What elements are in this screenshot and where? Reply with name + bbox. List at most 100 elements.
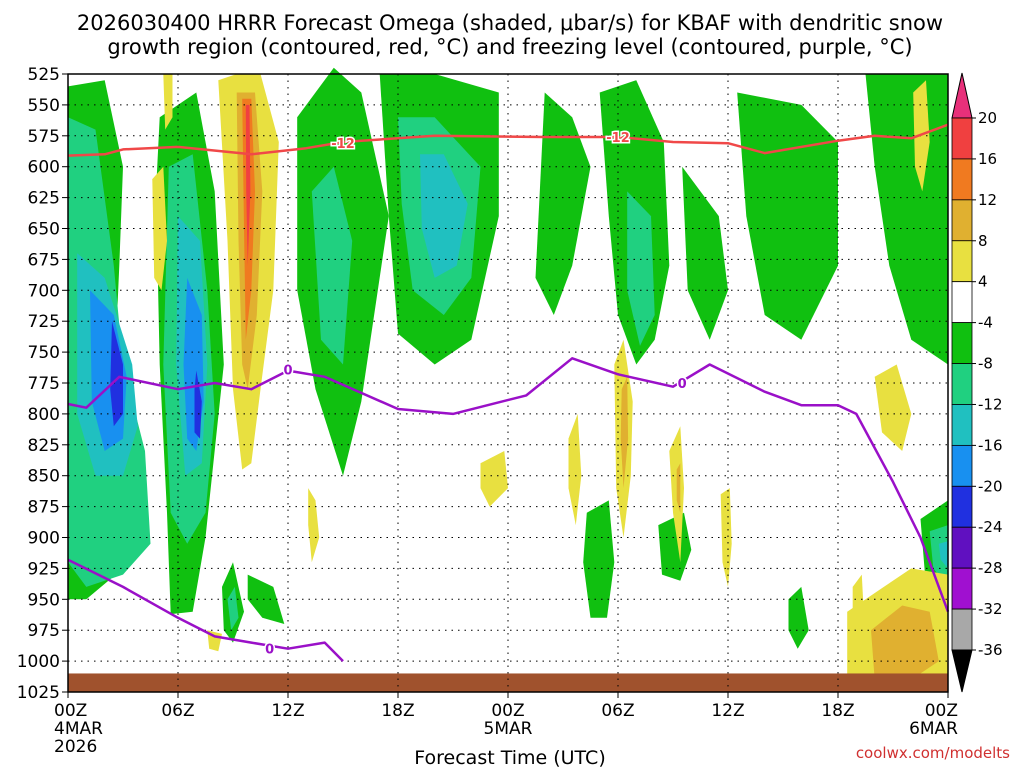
omega-region-40 xyxy=(620,376,629,489)
y-tick-label-975: 975 xyxy=(28,621,60,641)
y-tick-label-1025: 1025 xyxy=(17,683,60,703)
freezing-label-1: 0 xyxy=(283,363,292,378)
colorbar-bin-5 xyxy=(951,322,973,364)
colorbar-bin-0 xyxy=(951,117,973,160)
chart-title-line1: 2026030400 HRRR Forecast Omega (shaded, … xyxy=(77,11,943,35)
colorbar-bin-7 xyxy=(951,404,973,446)
y-tick-label-775: 775 xyxy=(28,374,60,394)
colorbar-bin-8 xyxy=(951,444,973,487)
y-tick-label-625: 625 xyxy=(28,189,60,209)
x-axis-label: Forecast Time (UTC) xyxy=(414,747,605,768)
y-tick-label-825: 825 xyxy=(28,436,60,456)
y-tick-label-950: 950 xyxy=(28,590,60,610)
y-tick-label-875: 875 xyxy=(28,498,60,518)
x-tick-label-12-0: 12Z xyxy=(271,701,304,721)
colorbar-label--28: -28 xyxy=(978,559,1003,577)
colorbar-bottom-arrow xyxy=(951,649,973,693)
colorbar-bin-3 xyxy=(951,240,973,283)
omega-region-19 xyxy=(737,92,838,340)
colorbar-label-4: 4 xyxy=(978,273,988,291)
x-tick-label-36-0: 12Z xyxy=(711,701,744,721)
freezing-label-2: 0 xyxy=(678,377,687,392)
colorbar-bin-9 xyxy=(951,485,973,528)
colorbar-label-8: 8 xyxy=(978,232,988,250)
omega-region-38 xyxy=(568,413,582,526)
colorbar-bin-2 xyxy=(951,199,973,242)
omega-region-26 xyxy=(788,586,809,649)
x-tick-label-0-1: 4MAR xyxy=(54,719,103,739)
omega-region-14 xyxy=(420,154,468,278)
y-tick-label-750: 750 xyxy=(28,343,60,363)
credit-text: coolwx.com/modelts xyxy=(856,744,1010,762)
colorbar-top-arrow xyxy=(951,72,973,119)
colorbar: 20 16 12 8 4 -4 -8 -12 -16 -20 -24 -28 -32 -36 xyxy=(951,72,1003,693)
colorbar-bin-11 xyxy=(951,567,973,610)
x-tick-label-42-0: 18Z xyxy=(821,701,854,721)
x-tick-label-6-0: 06Z xyxy=(161,701,194,721)
x-tick-label-48-1: 6MAR xyxy=(909,719,958,739)
y-tick-label-925: 925 xyxy=(28,559,60,579)
dgz-label-2: -12 xyxy=(606,131,630,146)
x-tick-label-30-0: 06Z xyxy=(601,701,634,721)
colorbar-label--8: -8 xyxy=(978,355,993,373)
dgz-label-1: -12 xyxy=(331,137,355,152)
colorbar-bin-12 xyxy=(951,608,973,651)
x-tick-label-48-0: 00Z xyxy=(925,701,958,721)
omega-region-24 xyxy=(583,500,615,618)
x-tick-label-24-1: 5MAR xyxy=(484,719,533,739)
x-tick-label-18-0: 18Z xyxy=(381,701,414,721)
colorbar-label--4: -4 xyxy=(978,314,993,332)
omega-region-28 xyxy=(929,525,948,587)
omega-region-36 xyxy=(308,488,320,563)
omega-region-18 xyxy=(682,166,728,340)
colorbar-bin-10 xyxy=(951,526,973,569)
y-tick-label-675: 675 xyxy=(28,250,60,270)
y-tick-label-650: 650 xyxy=(28,220,60,240)
y-tick-label-550: 550 xyxy=(28,96,60,116)
contour-lines: -12 -12 0 0 0 xyxy=(67,123,950,662)
colorbar-label--16: -16 xyxy=(978,436,1003,454)
omega-region-41 xyxy=(669,426,684,563)
y-axis-ticks: 525 550 575 600 625 650 675 700 725 750 775 800 825 8… xyxy=(17,65,68,703)
y-tick-label-725: 725 xyxy=(28,312,60,332)
colorbar-label--24: -24 xyxy=(978,518,1003,536)
omega-region-23 xyxy=(247,574,285,624)
y-tick-label-800: 800 xyxy=(28,405,60,425)
omega-region-22 xyxy=(227,586,239,631)
colorbar-bin-1 xyxy=(951,158,973,201)
omega-region-45 xyxy=(874,364,912,451)
y-tick-label-575: 575 xyxy=(28,127,60,147)
colorbar-label--20: -20 xyxy=(978,477,1003,495)
y-tick-label-1000: 1000 xyxy=(17,652,60,672)
freezing-level-line xyxy=(67,357,950,613)
freezing-label-3: 0 xyxy=(265,643,274,658)
colorbar-bin-4 xyxy=(951,281,973,324)
freezing-level-low-line xyxy=(67,558,344,662)
omega-region-33 xyxy=(245,104,251,266)
omega-region-11 xyxy=(311,166,353,365)
omega-region-37 xyxy=(480,451,508,507)
x-tick-label-0-2: 2026 xyxy=(54,737,97,757)
y-tick-label-900: 900 xyxy=(28,529,60,549)
colorbar-label--12: -12 xyxy=(978,395,1003,413)
omega-region-29 xyxy=(938,541,948,569)
y-tick-label-600: 600 xyxy=(28,158,60,178)
y-tick-label-525: 525 xyxy=(28,65,60,85)
colorbar-label-12: 12 xyxy=(978,191,997,209)
x-tick-label-24-0: 00Z xyxy=(491,701,524,721)
terrain-surface xyxy=(68,673,948,692)
omega-region-8 xyxy=(110,321,123,427)
colorbar-bin-6 xyxy=(951,363,973,405)
omega-region-17 xyxy=(627,191,655,346)
dgz-contour-line xyxy=(67,123,949,157)
chart-title-line2: growth region (contoured, red, °C) and f… xyxy=(107,35,912,59)
colorbar-label--32: -32 xyxy=(978,600,1003,618)
y-tick-label-700: 700 xyxy=(28,281,60,301)
y-tick-label-850: 850 xyxy=(28,467,60,487)
colorbar-label-20: 20 xyxy=(978,109,997,127)
omega-region-35 xyxy=(163,74,173,130)
x-tick-label-0-0: 00Z xyxy=(54,701,87,721)
omega-region-9 xyxy=(194,370,202,439)
